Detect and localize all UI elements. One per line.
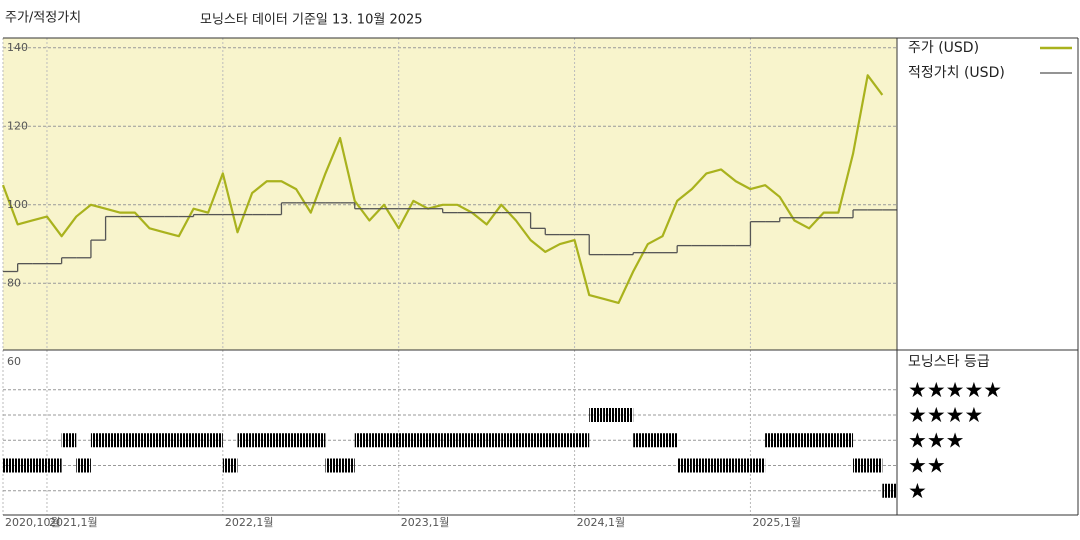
- rating-bar: [178, 433, 194, 448]
- legend-label: 주가 (USD): [908, 40, 979, 56]
- rating-bar: [691, 458, 707, 473]
- rating-bar: [398, 433, 414, 448]
- rating-bar: [867, 458, 883, 473]
- chart-subtitle: 모닝스타 데이터 기준일 13. 10월 2025: [200, 13, 423, 28]
- rating-bar: [442, 433, 458, 448]
- rating-bar: [721, 458, 736, 473]
- rating-bar: [574, 433, 590, 448]
- rating-label: ★★: [908, 454, 946, 478]
- rating-bar: [647, 433, 663, 448]
- y-tick-label: 100: [7, 198, 28, 211]
- rating-bar: [281, 433, 297, 448]
- rating-bar: [32, 458, 47, 473]
- rating-label: ★★★: [908, 428, 964, 452]
- rating-bar: [61, 433, 77, 448]
- rating-bar: [384, 433, 399, 448]
- rating-bar: [369, 433, 385, 448]
- rating-label: ★★★★★: [908, 378, 1002, 402]
- rating-bar: [765, 433, 780, 448]
- rating-bar: [677, 458, 692, 473]
- rating-bar: [882, 483, 897, 498]
- rating-bar: [428, 433, 443, 448]
- rating-bar: [457, 433, 472, 448]
- rating-bar: [794, 433, 810, 448]
- rating-bar: [17, 458, 33, 473]
- rating-bar: [105, 433, 121, 448]
- rating-bar: [354, 433, 370, 448]
- rating-label: ★★★★: [908, 403, 983, 427]
- rating-bar: [149, 433, 165, 448]
- rating-bar: [515, 433, 531, 448]
- rating-bar: [252, 433, 267, 448]
- rating-bar: [310, 433, 326, 448]
- x-tick-label: 2021,1월: [49, 516, 98, 529]
- rating-bar: [486, 433, 502, 448]
- marks: [1, 74, 897, 498]
- rating-bar: [706, 458, 722, 473]
- y-tick-label: 140: [7, 41, 28, 54]
- rating-bar: [76, 458, 91, 473]
- rating-bar: [46, 458, 62, 473]
- rating-bar: [237, 433, 253, 448]
- rating-bar: [735, 458, 751, 473]
- rating-bar: [325, 458, 341, 473]
- chart-title: 주가/적정가치: [5, 11, 81, 26]
- x-tick-label: 2020,10월: [5, 516, 61, 529]
- y-tick-label: 60: [7, 355, 21, 368]
- rating-bar: [266, 433, 282, 448]
- y-tick-label: 80: [7, 276, 21, 289]
- rating-title: 모닝스타 등급: [908, 354, 990, 370]
- rating-label: ★: [908, 479, 927, 503]
- rating-bar: [662, 433, 678, 448]
- rating-bar: [750, 458, 766, 473]
- rating-bar: [530, 433, 546, 448]
- rating-bar: [471, 433, 487, 448]
- rating-bar: [222, 458, 238, 473]
- rating-bar: [134, 433, 150, 448]
- rating-bar: [823, 433, 839, 448]
- rating-bar: [120, 433, 135, 448]
- legend-label: 적정가치 (USD): [908, 65, 1005, 81]
- rating-bar: [603, 408, 619, 422]
- rating-bar: [296, 433, 311, 448]
- rating-bar: [853, 458, 868, 473]
- rating-bar: [559, 433, 575, 448]
- rating-bar: [3, 458, 18, 473]
- y-tick-label: 120: [7, 119, 28, 132]
- price-line: [1, 74, 884, 305]
- rating-bar: [779, 433, 795, 448]
- rating-bar: [90, 433, 106, 448]
- x-tick-label: 2022,1월: [225, 516, 274, 529]
- rating-bar: [208, 433, 223, 448]
- x-tick-label: 2025,1월: [752, 516, 801, 529]
- rating-bar: [589, 408, 604, 422]
- rating-bar: [193, 433, 209, 448]
- rating-bar: [838, 433, 854, 448]
- x-tick-label: 2024,1월: [577, 516, 626, 529]
- rating-bar: [501, 433, 516, 448]
- x-tick-label: 2023,1월: [401, 516, 450, 529]
- rating-bar: [633, 433, 648, 448]
- rating-bar: [618, 408, 634, 422]
- rating-bar: [809, 433, 824, 448]
- rating-bar: [545, 433, 560, 448]
- rating-bar: [413, 433, 429, 448]
- rating-bar: [340, 458, 355, 473]
- price-panel-bg: [3, 38, 897, 350]
- rating-bar: [164, 433, 179, 448]
